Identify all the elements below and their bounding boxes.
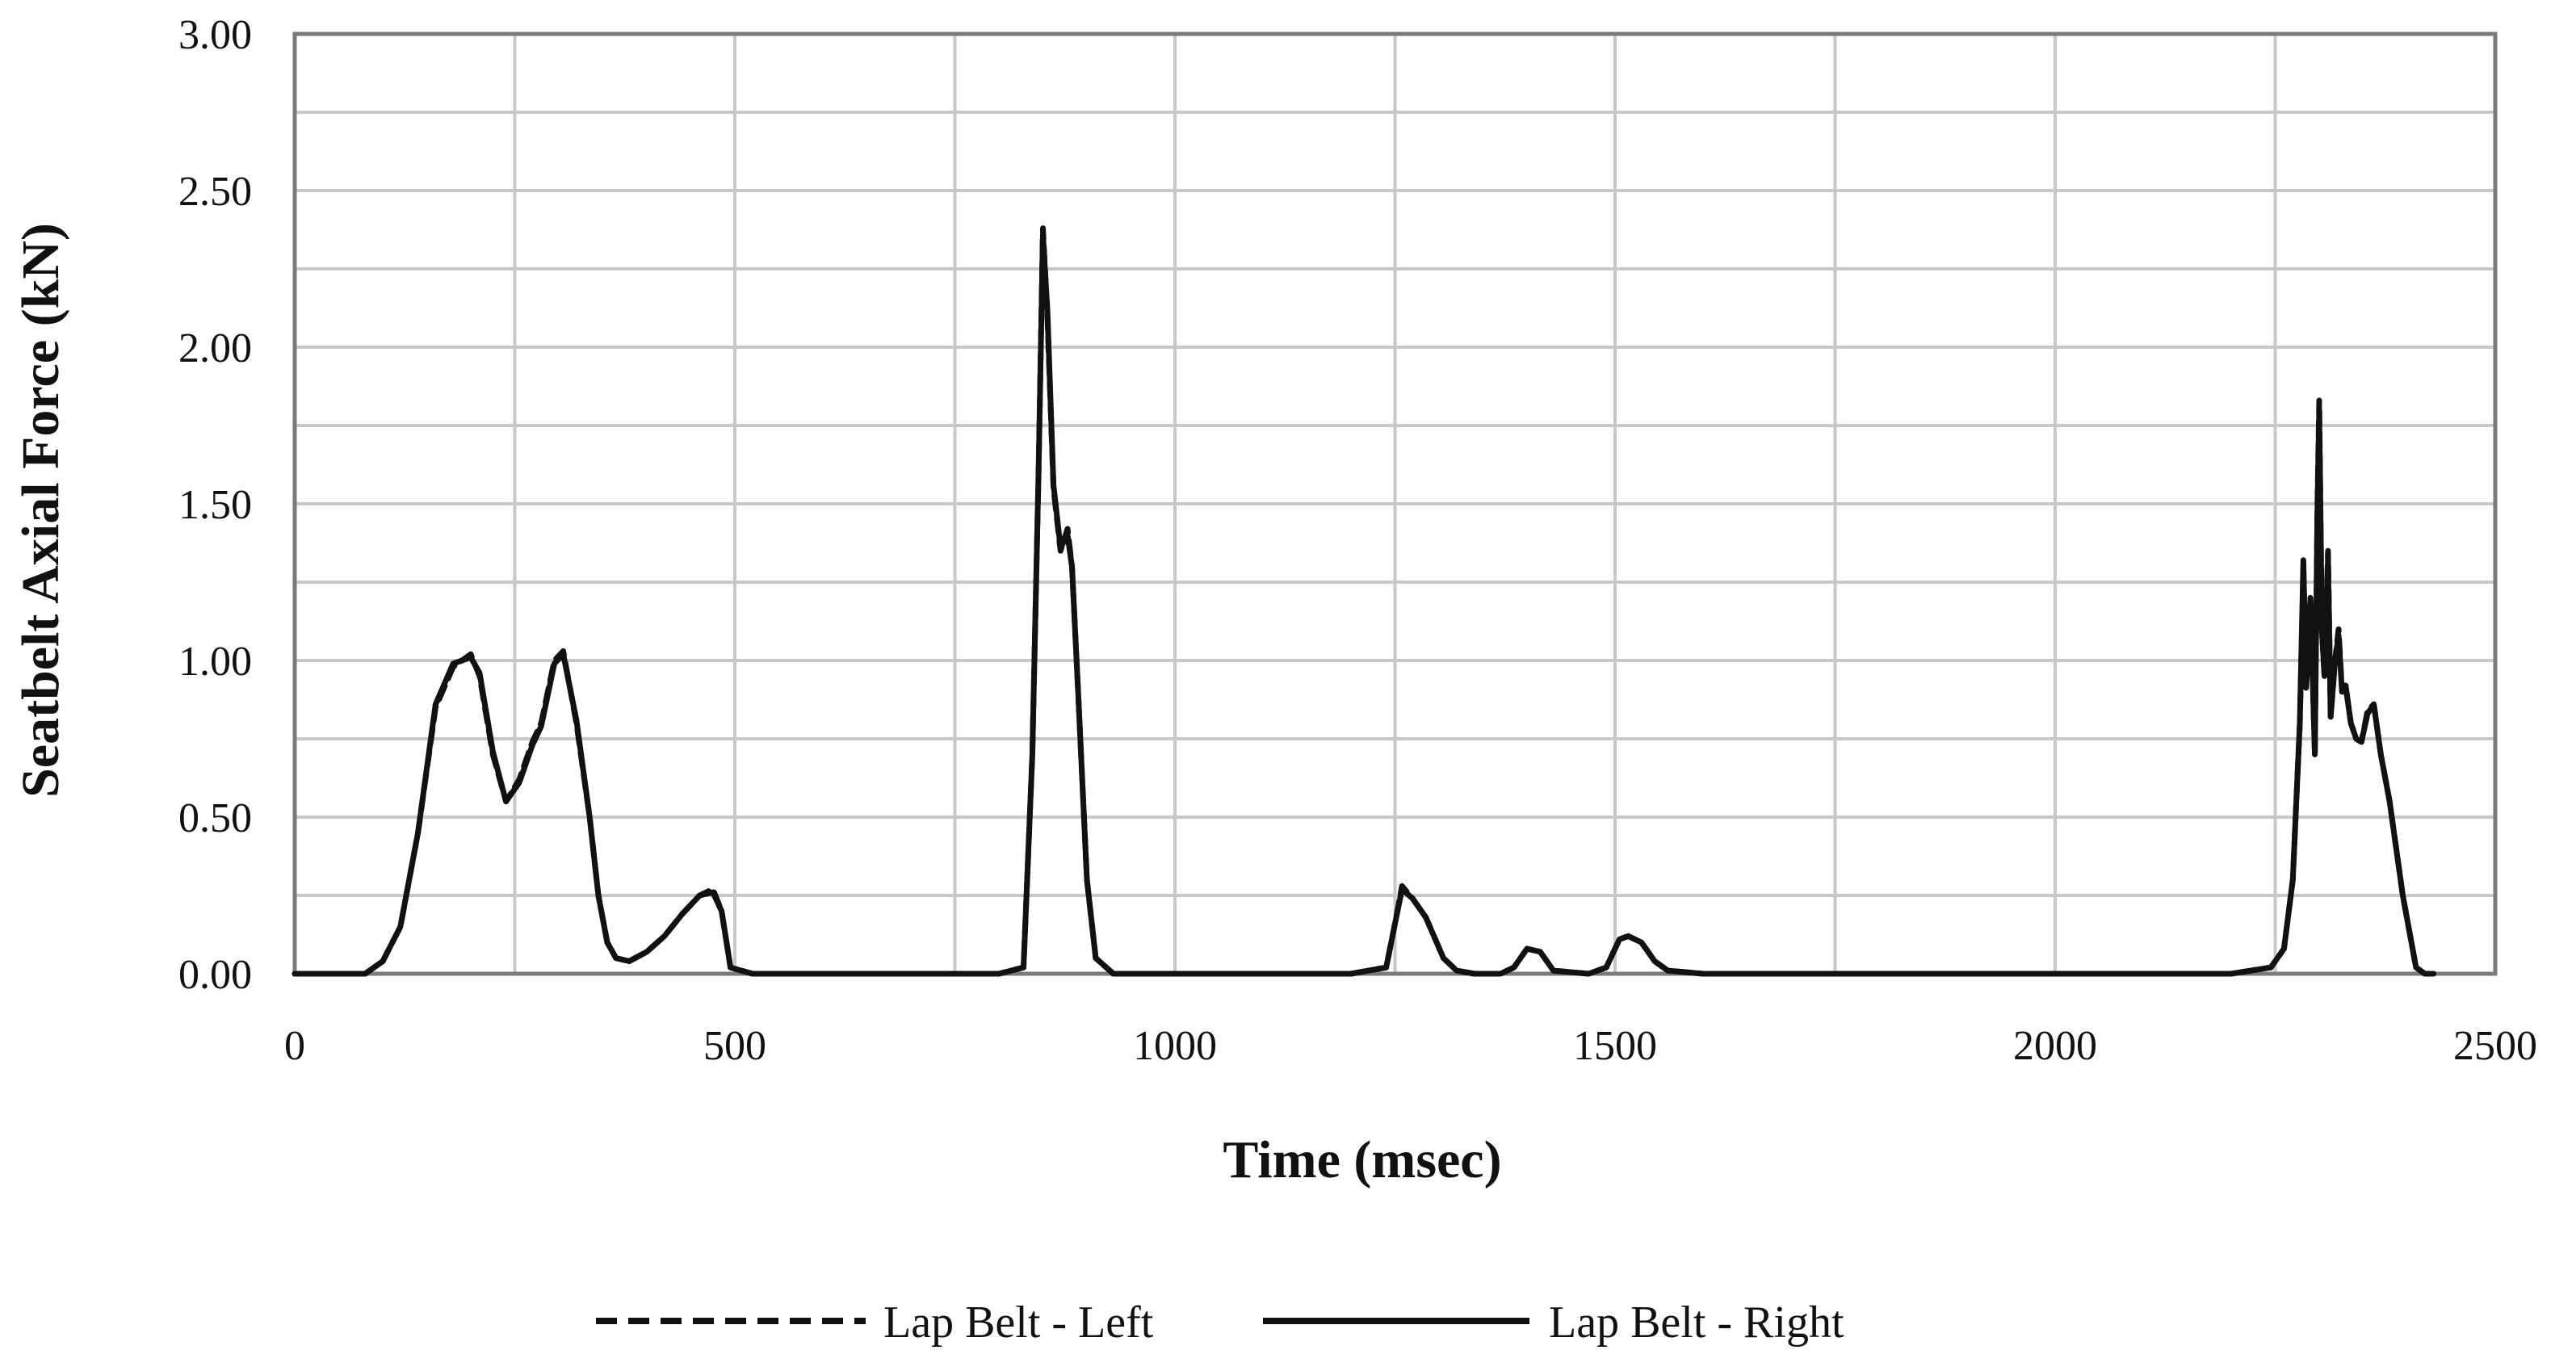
x-tick-labels: 0 500 1000 1500 2000 2500 — [284, 1023, 2537, 1069]
y-tick-label: 3.00 — [178, 12, 252, 58]
x-tick-label: 0 — [284, 1023, 305, 1069]
x-tick-label: 1000 — [1133, 1023, 1217, 1069]
series-lines — [292, 225, 2437, 977]
y-axis-title: Seatbelt Axial Force (kN) — [11, 223, 70, 798]
x-tick-label: 2500 — [2453, 1023, 2537, 1069]
y-tick-labels: 0.00 0.50 1.00 1.50 2.00 2.50 3.00 — [178, 12, 252, 998]
x-tick-label: 2000 — [2013, 1023, 2097, 1069]
y-tick-label: 0.50 — [178, 795, 252, 841]
y-tick-label: 1.50 — [178, 482, 252, 528]
x-axis-title: Time (msec) — [1223, 1130, 1501, 1189]
series-line-lap-belt-left — [292, 225, 2437, 977]
x-tick-label: 500 — [703, 1023, 766, 1069]
plot-grid — [295, 34, 2495, 974]
plot-frame — [292, 31, 2498, 976]
y-tick-label: 0.00 — [178, 952, 252, 998]
x-tick-label: 1500 — [1573, 1023, 1657, 1069]
legend-label-right: Lap Belt - Right — [1549, 1298, 1844, 1348]
y-tick-label: 2.50 — [178, 169, 252, 215]
y-tick-label: 2.00 — [178, 325, 252, 371]
legend: Lap Belt - Left Lap Belt - Right — [596, 1298, 1844, 1348]
series-line-lap-belt-right — [292, 231, 2437, 977]
plot-border — [292, 31, 2498, 976]
legend-label-left: Lap Belt - Left — [883, 1298, 1154, 1348]
y-tick-label: 1.00 — [178, 639, 252, 685]
